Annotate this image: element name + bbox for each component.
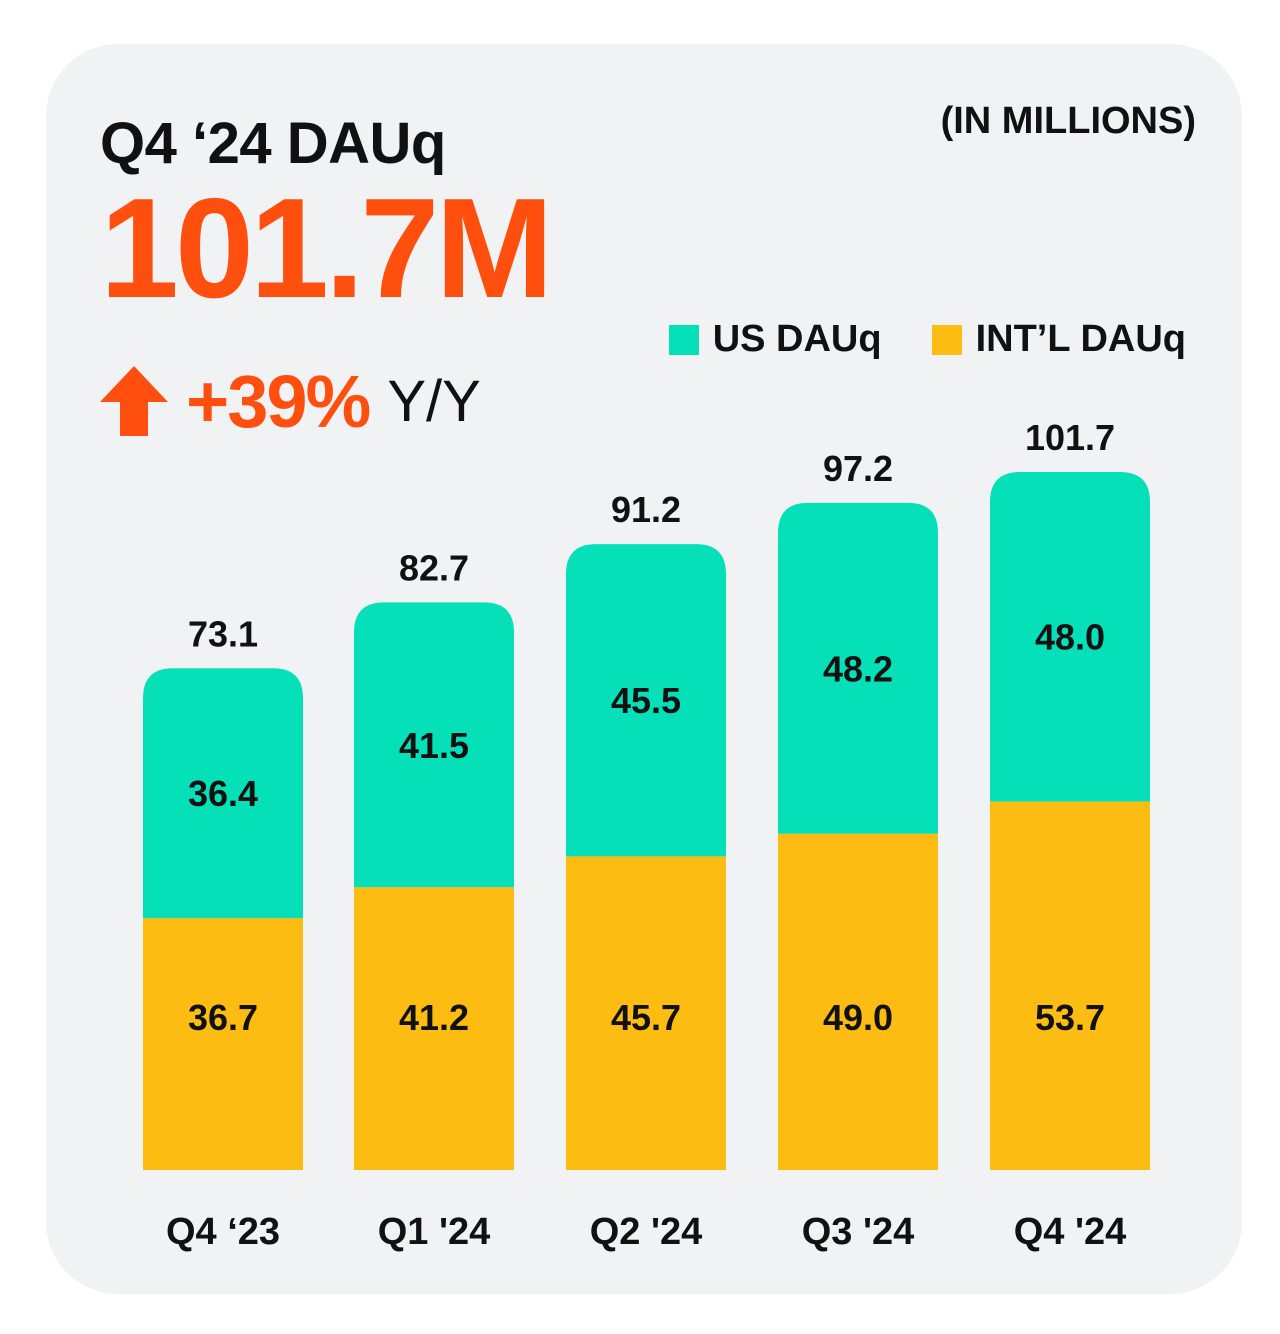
legend-item-us: US DAUq bbox=[668, 318, 882, 361]
legend-label-us: US DAUq bbox=[712, 318, 882, 360]
total-value-label: 73.1 bbox=[188, 613, 258, 654]
total-value-label: 101.7 bbox=[1025, 417, 1115, 458]
intl-value-label: 53.7 bbox=[1035, 997, 1105, 1038]
change-value: +39% bbox=[186, 359, 371, 443]
intl-value-label: 41.2 bbox=[399, 997, 469, 1038]
bar-intl bbox=[143, 918, 303, 1170]
bar-intl bbox=[566, 856, 726, 1170]
legend-swatch-intl bbox=[931, 324, 962, 355]
arrow-up-shape bbox=[100, 366, 168, 436]
legend: US DAUq INT’L DAUq bbox=[668, 318, 1186, 361]
us-value-label: 48.0 bbox=[1035, 617, 1105, 658]
units-note: (IN MILLIONS) bbox=[940, 100, 1196, 142]
us-value-label: 41.5 bbox=[399, 725, 469, 766]
bar-us bbox=[778, 502, 938, 834]
us-value-label: 36.4 bbox=[188, 773, 258, 814]
arrow-up-icon bbox=[100, 366, 168, 436]
legend-label-intl: INT’L DAUq bbox=[975, 318, 1186, 360]
total-value-label: 97.2 bbox=[823, 448, 893, 489]
us-value-label: 48.2 bbox=[823, 648, 893, 689]
category-label: Q4 ‘23 bbox=[166, 1211, 280, 1253]
bar-intl bbox=[778, 833, 938, 1170]
legend-item-intl: INT’L DAUq bbox=[931, 318, 1186, 361]
category-label: Q2 '24 bbox=[590, 1211, 703, 1253]
total-value-label: 82.7 bbox=[399, 547, 469, 588]
legend-swatch-us bbox=[668, 324, 699, 355]
category-label: Q1 '24 bbox=[378, 1211, 491, 1253]
intl-value-label: 45.7 bbox=[611, 997, 681, 1038]
bar-us bbox=[990, 472, 1150, 802]
change-suffix: Y/Y bbox=[387, 368, 481, 434]
intl-value-label: 36.7 bbox=[188, 997, 258, 1038]
intl-value-label: 49.0 bbox=[823, 997, 893, 1038]
headline-value: 101.7M bbox=[100, 169, 554, 328]
bar-us bbox=[566, 544, 726, 857]
bar-intl bbox=[354, 887, 514, 1170]
chart-title: Q4 ‘24 DAUq bbox=[100, 111, 446, 176]
yoy-change: +39% Y/Y bbox=[98, 356, 481, 446]
bar-us bbox=[354, 602, 514, 888]
category-label: Q4 '24 bbox=[1014, 1211, 1127, 1253]
bar-us bbox=[143, 668, 303, 919]
total-value-label: 91.2 bbox=[611, 489, 681, 530]
category-label: Q3 '24 bbox=[802, 1211, 915, 1253]
bar-intl bbox=[990, 801, 1150, 1170]
us-value-label: 45.5 bbox=[611, 680, 681, 721]
